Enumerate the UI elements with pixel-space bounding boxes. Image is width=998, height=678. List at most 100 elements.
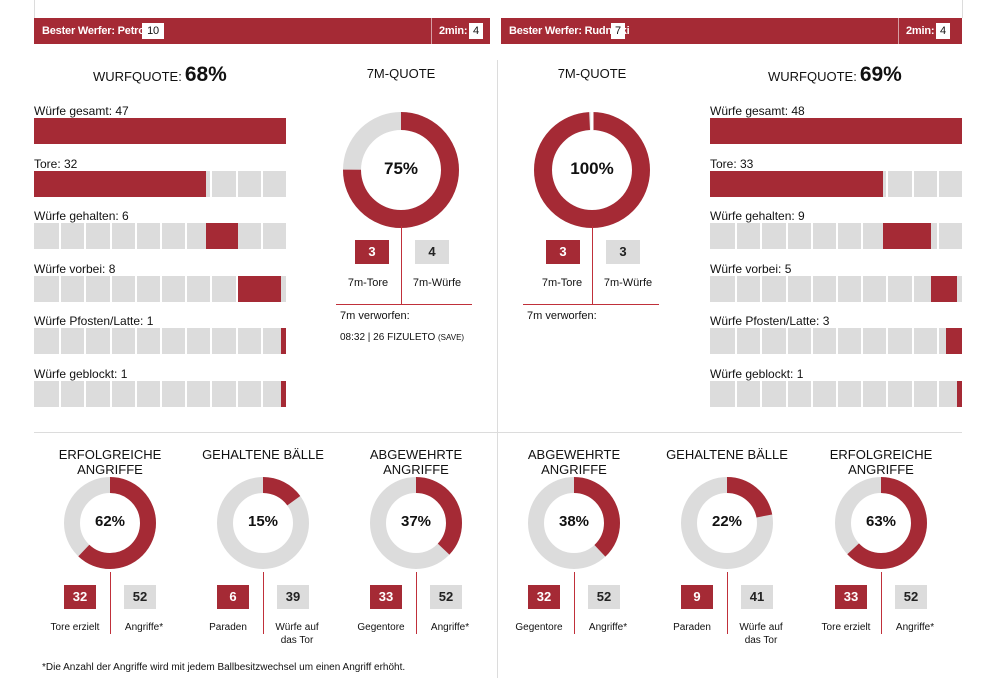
- two-min-value: 4: [469, 23, 483, 39]
- right-7m-goals: 3: [546, 240, 580, 264]
- left-7m-goals-label: 7m-Tore: [347, 277, 389, 289]
- bar-gridline: [110, 381, 112, 407]
- red-divider: [592, 226, 593, 304]
- bar-label: Würfe vorbei: 5: [710, 261, 792, 276]
- bar-gridline: [811, 328, 813, 355]
- bar-label: Würfe geblockt: 1: [710, 367, 804, 381]
- bar-gridline: [135, 223, 137, 250]
- stat-title: ERFOLGREICHE ANGRIFFE: [58, 447, 162, 477]
- red-divider: [881, 572, 882, 634]
- stat-value-b: 41: [741, 585, 773, 609]
- bar-fill: [205, 223, 238, 250]
- bar-track: [710, 328, 962, 355]
- center-divider: [497, 60, 498, 678]
- red-divider: [336, 304, 472, 305]
- bar-gridline: [160, 328, 162, 355]
- stat-value-b: 52: [124, 585, 156, 609]
- bar-track: [710, 170, 962, 197]
- bar-gridline: [59, 381, 61, 407]
- bar-gridline: [236, 170, 238, 197]
- stat-value-b: 39: [277, 585, 309, 609]
- bar-gridline: [760, 381, 762, 407]
- right-header-bar: Bester Werfer: Rudnicki 7 2min: 4: [501, 18, 962, 44]
- stat-donut: [64, 477, 156, 569]
- stat-value-b: 52: [430, 585, 462, 609]
- right-7m-title: 7M-QUOTE: [557, 66, 627, 81]
- left-7m-goals: 3: [355, 240, 389, 264]
- best-thrower-goals: 10: [142, 23, 164, 39]
- stat-percent: 22%: [711, 513, 743, 530]
- missed-entry-note: (SAVE): [438, 333, 465, 342]
- bar-gridline: [861, 223, 863, 250]
- bar-gridline: [786, 381, 788, 407]
- bar-gridline: [861, 328, 863, 355]
- bar-gridline: [261, 381, 263, 407]
- donut-arc: [217, 477, 309, 569]
- shot-quote-label: WURFQUOTE:: [93, 69, 182, 84]
- bar-gridline: [261, 170, 263, 197]
- donut-arc: [343, 112, 459, 228]
- bar-gridline: [185, 223, 187, 250]
- bar-gridline: [912, 170, 914, 197]
- divider: [34, 0, 35, 18]
- bar-gridline: [836, 223, 838, 250]
- header-separator: [431, 18, 432, 44]
- stat-label-a: Gegentore: [357, 622, 405, 633]
- right-shot-quote: WURFQUOTE: 69%: [768, 63, 902, 87]
- stat-label-b: Angriffe*: [124, 622, 164, 633]
- left-shot-quote: WURFQUOTE: 68%: [93, 63, 227, 87]
- bar-gridline: [160, 381, 162, 407]
- stat-label-a: Gegentore: [515, 622, 563, 633]
- bar-gridline: [110, 275, 112, 302]
- stat-label-a: Paraden: [673, 622, 711, 633]
- bar-gridline: [735, 381, 737, 407]
- left-7m-attempts: 4: [415, 240, 449, 264]
- donut-arc: [528, 477, 620, 569]
- bar-gridline: [84, 275, 86, 302]
- bar-gridline: [760, 328, 762, 355]
- stat-percent: 63%: [865, 513, 897, 530]
- bar-fill: [34, 170, 206, 197]
- stat-label-b: Angriffe*: [588, 622, 628, 633]
- bar-gridline: [886, 381, 888, 407]
- bar-gridline: [937, 381, 939, 407]
- bar-gridline: [811, 275, 813, 302]
- donut-arc: [370, 477, 462, 569]
- best-thrower-goals: 7: [611, 23, 625, 39]
- bar-gridline: [160, 275, 162, 302]
- stat-title: GEHALTENE BÄLLE: [666, 447, 788, 462]
- bar-gridline: [861, 381, 863, 407]
- bar-gridline: [937, 328, 939, 355]
- bar-label: Tore: 32: [34, 156, 78, 171]
- bar-gridline: [836, 381, 838, 407]
- stat-value-a: 33: [835, 585, 867, 609]
- stat-title: ABGEWEHRTE ANGRIFFE: [527, 447, 621, 477]
- bar-gridline: [210, 381, 212, 407]
- bar-gridline: [236, 275, 238, 302]
- stat-value-b: 52: [588, 585, 620, 609]
- stat-label-a: Tore erzielt: [821, 622, 871, 633]
- two-min-value: 4: [936, 23, 950, 39]
- bar-track: [34, 118, 286, 144]
- left-7m-missed-label: 7m verworfen:: [340, 310, 410, 322]
- stat-value-a: 33: [370, 585, 402, 609]
- divider: [962, 0, 963, 18]
- bar-track: [34, 275, 286, 302]
- bar-gridline: [836, 275, 838, 302]
- bar-gridline: [261, 223, 263, 250]
- red-divider: [110, 572, 111, 634]
- bar-label: Würfe Pfosten/Latte: 1: [34, 314, 154, 329]
- bar-fill: [34, 118, 286, 144]
- bar-gridline: [912, 275, 914, 302]
- bar-track: [710, 381, 962, 407]
- two-min-label: 2min:: [439, 25, 468, 37]
- bar-fill: [930, 275, 957, 302]
- bar-fill: [946, 328, 962, 355]
- bar-gridline: [937, 170, 939, 197]
- donut-arc: [681, 477, 773, 569]
- bar-track: [710, 118, 962, 144]
- bar-fill: [280, 381, 286, 407]
- stat-label-b: Würfe auf das Tor: [275, 622, 319, 646]
- stat-donut: [681, 477, 773, 569]
- red-divider: [574, 572, 575, 634]
